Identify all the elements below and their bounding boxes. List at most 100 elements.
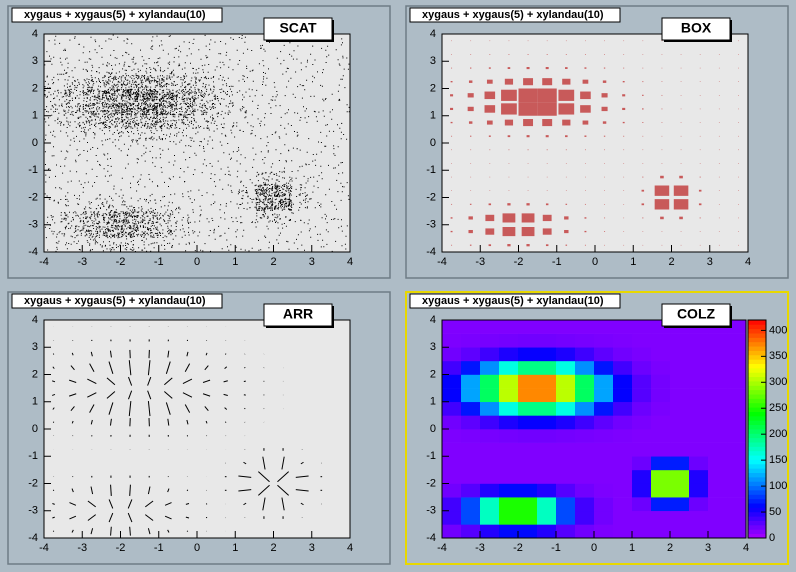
box bbox=[623, 217, 625, 219]
palette-slice bbox=[748, 507, 766, 513]
color-cell bbox=[727, 429, 747, 443]
scatter-dots bbox=[297, 79, 308, 88]
box bbox=[661, 94, 663, 96]
scatter-dots bbox=[277, 225, 287, 236]
box bbox=[565, 149, 567, 151]
z-tick-label: 200 bbox=[769, 428, 787, 440]
scatter-dots bbox=[101, 241, 121, 252]
pad[interactable]: -4 -3 -2 -1 0 1 2 3 4 -4 -3 -2 -1 0 1 2 3 4 xygaus + xygau… bbox=[7, 291, 391, 565]
box bbox=[604, 231, 606, 232]
color-cell bbox=[670, 347, 690, 362]
color-cell bbox=[727, 360, 747, 375]
box bbox=[679, 216, 683, 220]
color-cell bbox=[594, 510, 614, 525]
color-cell bbox=[499, 401, 519, 416]
x-tick-label: 0 bbox=[591, 542, 597, 554]
box bbox=[450, 230, 453, 233]
color-cell bbox=[575, 442, 595, 457]
box bbox=[738, 244, 739, 246]
arrow bbox=[52, 516, 55, 519]
box bbox=[546, 54, 548, 55]
scatter-dots bbox=[82, 49, 98, 60]
scatter-dots bbox=[238, 35, 246, 43]
scatter-dots bbox=[101, 129, 121, 143]
scatter-dots bbox=[273, 170, 293, 184]
color-cell bbox=[537, 483, 557, 498]
box bbox=[501, 103, 517, 115]
color-cell bbox=[575, 415, 595, 430]
marks bbox=[450, 40, 739, 247]
box bbox=[485, 228, 495, 235]
box bbox=[508, 163, 510, 164]
y-tick-label: 3 bbox=[430, 55, 436, 67]
color-cell bbox=[670, 333, 690, 348]
z-tick-label: 400 bbox=[769, 324, 787, 336]
color-cell bbox=[556, 456, 576, 471]
scatter-dots bbox=[274, 197, 293, 211]
color-cell bbox=[518, 510, 538, 525]
box bbox=[451, 203, 453, 205]
scatter-dots bbox=[82, 75, 101, 89]
scatter-dots bbox=[121, 197, 140, 212]
color-cell bbox=[613, 456, 633, 471]
scatter-dots bbox=[139, 75, 159, 89]
x-tick-label: 4 bbox=[745, 256, 751, 268]
arrow bbox=[71, 529, 74, 533]
scatter-dots bbox=[139, 225, 159, 238]
scatter-dots bbox=[254, 211, 274, 224]
scatter-dots bbox=[198, 76, 215, 89]
box bbox=[450, 107, 454, 111]
box bbox=[488, 203, 492, 206]
pad[interactable]: -4 -3 -2 -1 0 1 2 3 4 -4 -3 -2 -1 0 1 2 3 4 xygaus + xygau… bbox=[7, 5, 391, 279]
box bbox=[699, 176, 701, 178]
pad[interactable]: -4 -3 -2 -1 0 1 2 3 4 -4 -3 -2 -1 0 1 2 3 4 0 50 100 150 200 25… bbox=[405, 291, 789, 565]
arrow bbox=[202, 379, 211, 384]
color-cell bbox=[480, 333, 500, 348]
palette-slice bbox=[748, 411, 766, 417]
box bbox=[565, 135, 568, 138]
y-tick-label: 2 bbox=[32, 82, 38, 94]
box bbox=[661, 163, 663, 164]
box bbox=[604, 40, 605, 42]
pad[interactable]: -4 -3 -2 -1 0 1 2 3 4 -4 -3 -2 -1 0 1 2 3 4 xygaus + xygau… bbox=[405, 5, 789, 279]
color-cell bbox=[499, 497, 519, 512]
palette-slice bbox=[748, 450, 766, 456]
arrow bbox=[262, 456, 266, 470]
color-cell bbox=[594, 347, 614, 362]
scatter-dots bbox=[321, 213, 328, 224]
box bbox=[680, 108, 682, 110]
x-tick-label: 1 bbox=[630, 256, 636, 268]
y-tick-label: -4 bbox=[28, 246, 38, 258]
box bbox=[680, 244, 682, 246]
box bbox=[661, 108, 663, 110]
arrow bbox=[244, 407, 246, 410]
box bbox=[488, 135, 491, 137]
scatter-dots bbox=[82, 61, 100, 74]
box bbox=[718, 67, 720, 69]
box bbox=[521, 213, 535, 223]
arrow bbox=[90, 528, 94, 535]
scatter-dots bbox=[139, 61, 159, 74]
box bbox=[470, 54, 472, 55]
scatter-dots bbox=[159, 143, 177, 156]
color-cell bbox=[708, 497, 728, 512]
arrow bbox=[147, 486, 151, 495]
box bbox=[738, 40, 739, 42]
x-tick-label: -2 bbox=[116, 256, 126, 268]
color-cell bbox=[499, 360, 519, 375]
box bbox=[698, 203, 702, 206]
scatter-dots bbox=[120, 116, 140, 130]
color-cell bbox=[594, 524, 614, 539]
color-cell bbox=[537, 360, 557, 375]
box bbox=[699, 95, 701, 96]
box bbox=[565, 163, 567, 164]
color-cell bbox=[727, 401, 747, 416]
arrow bbox=[128, 390, 133, 400]
color-cell bbox=[537, 429, 557, 443]
palette-slice bbox=[748, 437, 766, 443]
color-cell bbox=[670, 429, 690, 443]
box bbox=[451, 40, 452, 42]
arrow bbox=[106, 391, 116, 399]
color-cell bbox=[613, 374, 633, 389]
box bbox=[584, 149, 586, 151]
